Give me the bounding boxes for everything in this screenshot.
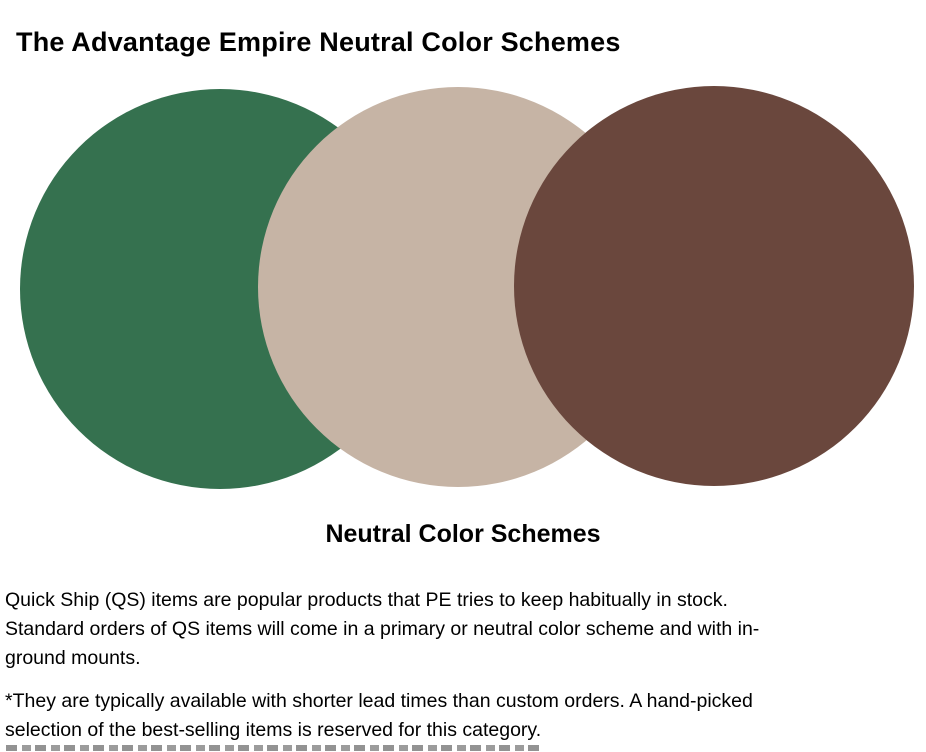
paragraph-footnote: *They are typically available with short… bbox=[5, 690, 753, 741]
page-title-emphasis: Neutral Color Schemes bbox=[319, 27, 621, 57]
figure-caption: Neutral Color Schemes bbox=[325, 520, 601, 548]
paragraph-quick-ship: Quick Ship (QS) items are popular produc… bbox=[5, 589, 760, 669]
clipped-next-line-top-edge bbox=[6, 745, 541, 751]
color-scheme-figure bbox=[0, 86, 926, 492]
swatch-circle-brown bbox=[514, 86, 914, 486]
page-title: The Advantage Empire Neutral Color Schem… bbox=[16, 27, 621, 58]
page-title-prefix: The Advantage Empire bbox=[16, 27, 320, 57]
